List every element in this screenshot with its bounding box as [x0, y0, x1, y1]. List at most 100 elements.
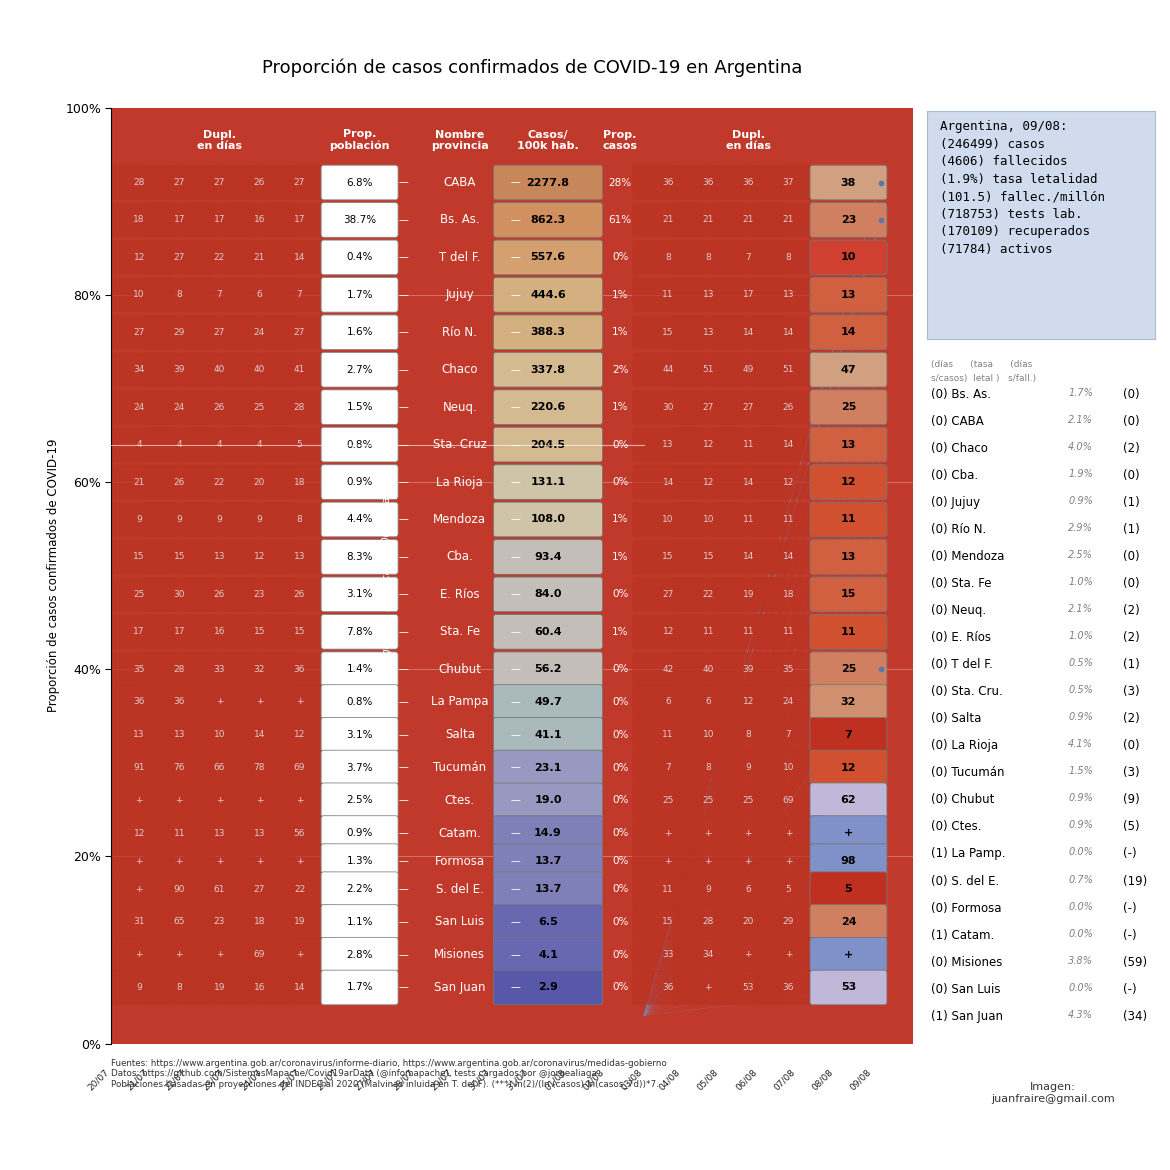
Text: +: +: [296, 950, 303, 959]
Text: (2): (2): [1123, 713, 1140, 725]
Text: +: +: [256, 796, 263, 805]
FancyBboxPatch shape: [632, 502, 704, 537]
Text: 09/08: 09/08: [848, 1067, 873, 1092]
Text: +: +: [256, 856, 263, 866]
Text: 0%: 0%: [612, 697, 628, 707]
FancyBboxPatch shape: [321, 427, 398, 462]
FancyBboxPatch shape: [321, 315, 398, 350]
Text: 6: 6: [706, 697, 711, 707]
FancyBboxPatch shape: [263, 844, 336, 879]
Text: 1.6%: 1.6%: [346, 328, 373, 337]
Text: —: —: [399, 627, 408, 636]
FancyBboxPatch shape: [321, 202, 398, 238]
Text: 13.7: 13.7: [535, 856, 562, 866]
FancyBboxPatch shape: [223, 717, 296, 752]
Text: 19: 19: [743, 590, 753, 599]
Text: 5: 5: [845, 885, 852, 894]
Text: —: —: [511, 917, 521, 927]
FancyBboxPatch shape: [223, 165, 296, 200]
Text: 0.5%: 0.5%: [1068, 686, 1093, 695]
Text: (2): (2): [1123, 631, 1140, 645]
Text: 29/07: 29/07: [429, 1067, 454, 1092]
Text: —: —: [511, 253, 521, 262]
Text: 21: 21: [254, 253, 266, 262]
Text: 69: 69: [294, 763, 305, 772]
Text: +: +: [136, 856, 143, 866]
FancyBboxPatch shape: [223, 427, 296, 462]
FancyBboxPatch shape: [494, 315, 603, 350]
Text: 22: 22: [703, 590, 714, 599]
Text: —: —: [399, 697, 408, 707]
Text: 27: 27: [214, 178, 225, 187]
FancyBboxPatch shape: [184, 315, 255, 350]
Text: 0%: 0%: [612, 856, 628, 866]
FancyBboxPatch shape: [143, 464, 215, 500]
FancyBboxPatch shape: [810, 427, 887, 462]
FancyBboxPatch shape: [103, 539, 176, 574]
Text: 11: 11: [783, 627, 794, 636]
FancyBboxPatch shape: [713, 539, 784, 574]
Text: (1): (1): [1123, 523, 1140, 536]
FancyBboxPatch shape: [713, 717, 784, 752]
Text: (0) San Luis: (0) San Luis: [931, 983, 1000, 996]
Text: 30: 30: [662, 402, 674, 412]
FancyBboxPatch shape: [223, 970, 296, 1005]
FancyBboxPatch shape: [752, 352, 825, 387]
Text: Chaco: Chaco: [441, 363, 479, 377]
Text: —: —: [399, 552, 408, 562]
FancyBboxPatch shape: [672, 815, 744, 851]
Text: (1) Catam.: (1) Catam.: [931, 929, 994, 942]
Text: 1.7%: 1.7%: [1068, 388, 1093, 398]
FancyBboxPatch shape: [713, 614, 784, 649]
Text: 13: 13: [662, 440, 674, 449]
FancyBboxPatch shape: [263, 904, 336, 940]
Text: (0) Cba.: (0) Cba.: [931, 469, 978, 482]
Text: 36: 36: [133, 697, 145, 707]
FancyBboxPatch shape: [223, 614, 296, 649]
Text: —: —: [511, 328, 521, 337]
FancyBboxPatch shape: [263, 502, 336, 537]
Text: —: —: [399, 365, 408, 374]
FancyBboxPatch shape: [223, 502, 296, 537]
FancyBboxPatch shape: [494, 502, 603, 537]
Text: 17: 17: [133, 627, 145, 636]
FancyBboxPatch shape: [713, 815, 784, 851]
Text: 24: 24: [841, 917, 856, 927]
FancyBboxPatch shape: [494, 717, 603, 752]
Text: —: —: [399, 763, 408, 772]
FancyBboxPatch shape: [494, 427, 603, 462]
Text: 4.3%: 4.3%: [1068, 1010, 1093, 1020]
FancyBboxPatch shape: [632, 970, 704, 1005]
Text: 14: 14: [743, 552, 753, 562]
Text: 11: 11: [662, 730, 674, 739]
Text: 21: 21: [783, 215, 794, 225]
Text: 8: 8: [785, 253, 791, 262]
FancyBboxPatch shape: [752, 815, 825, 851]
Text: 28: 28: [173, 665, 185, 674]
Text: 6.5: 6.5: [538, 917, 558, 927]
FancyBboxPatch shape: [494, 352, 603, 387]
FancyBboxPatch shape: [143, 815, 215, 851]
FancyBboxPatch shape: [143, 614, 215, 649]
Text: San Juan: San Juan: [434, 980, 486, 994]
FancyBboxPatch shape: [810, 815, 887, 851]
Text: —: —: [511, 885, 521, 894]
Text: (0) Ctes.: (0) Ctes.: [931, 820, 982, 833]
Text: 0%: 0%: [612, 253, 628, 262]
Text: +: +: [704, 856, 713, 866]
Text: 25: 25: [841, 402, 856, 412]
Text: 27: 27: [254, 885, 266, 894]
Text: 27: 27: [173, 178, 185, 187]
Text: 1.5%: 1.5%: [1068, 766, 1093, 777]
FancyBboxPatch shape: [103, 315, 176, 350]
Text: 0%: 0%: [612, 950, 628, 959]
Text: 23.1: 23.1: [535, 763, 562, 772]
Text: (0) Chaco: (0) Chaco: [931, 442, 989, 455]
Text: —: —: [399, 665, 408, 674]
Text: +: +: [665, 856, 672, 866]
Text: 36: 36: [702, 178, 714, 187]
FancyBboxPatch shape: [103, 872, 176, 907]
Text: 12: 12: [783, 477, 794, 487]
Text: 22: 22: [214, 253, 225, 262]
Text: 2.1%: 2.1%: [1068, 415, 1093, 425]
